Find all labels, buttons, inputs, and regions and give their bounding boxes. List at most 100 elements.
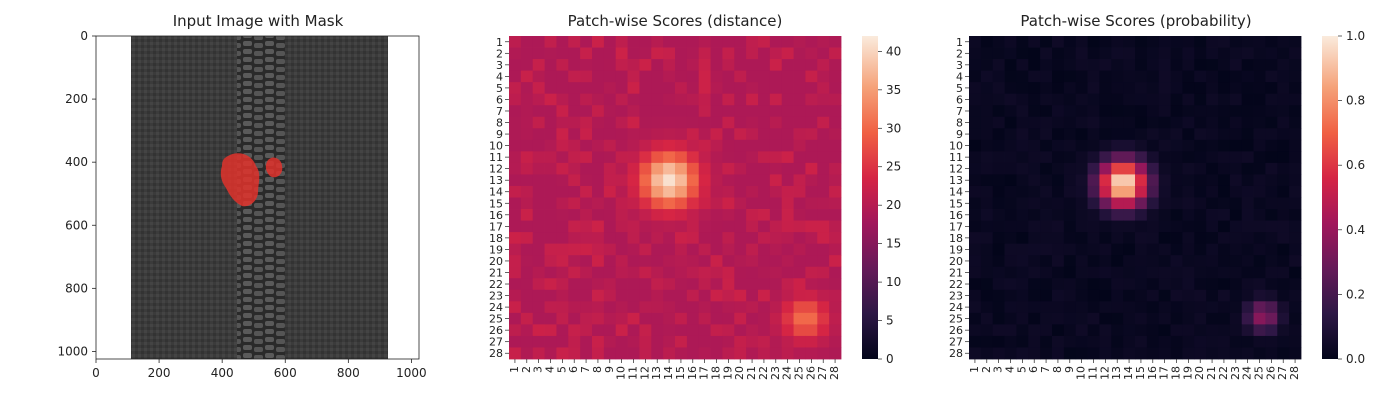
heatmap-cell bbox=[698, 289, 711, 302]
heatmap-cell bbox=[1135, 82, 1148, 95]
heatmap-cell bbox=[1182, 289, 1195, 302]
heatmap-cell bbox=[1052, 289, 1065, 302]
heatmap-cell bbox=[592, 232, 605, 245]
heatmap-cell bbox=[675, 70, 688, 83]
heatmap-cell bbox=[1004, 174, 1017, 187]
heatmap-cell bbox=[1052, 324, 1065, 337]
heatmap-cell bbox=[1123, 162, 1136, 175]
heatmap-cell bbox=[639, 93, 652, 106]
heatmap-cell bbox=[1028, 105, 1041, 118]
heatmap-cell bbox=[1241, 278, 1254, 291]
heatmap-cell bbox=[1218, 278, 1231, 291]
heatmap-cell bbox=[1111, 151, 1124, 164]
heatmap-cell bbox=[1016, 255, 1029, 268]
heatmap-cell bbox=[1289, 59, 1302, 72]
heatmap-cell bbox=[627, 36, 640, 48]
heatmap-cell bbox=[532, 105, 545, 118]
heatmap-cell bbox=[1206, 128, 1219, 141]
heatmap-cell bbox=[710, 93, 723, 106]
y-tick-label: 15 bbox=[489, 197, 503, 210]
x-tick-label: 27 bbox=[1276, 366, 1289, 380]
heatmap-cell bbox=[1016, 70, 1029, 83]
heatmap-cell bbox=[639, 185, 652, 198]
heatmap-cell bbox=[1075, 139, 1088, 152]
heatmap-cell bbox=[615, 220, 628, 233]
heatmap-cell bbox=[1040, 243, 1053, 256]
y-tick-label: 3 bbox=[496, 59, 503, 72]
heatmap-cell bbox=[1063, 116, 1077, 129]
heatmap-cell bbox=[1206, 185, 1219, 198]
heatmap-cell bbox=[675, 36, 688, 48]
heatmap-cell bbox=[1016, 289, 1029, 302]
heatmap-cell bbox=[758, 266, 771, 279]
heatmap-cell bbox=[1004, 36, 1017, 48]
heatmap-cell bbox=[1158, 70, 1171, 83]
heatmap-cell bbox=[710, 335, 723, 348]
heatmap-cell bbox=[980, 243, 994, 256]
heatmap-cell bbox=[1170, 59, 1183, 72]
heatmap-cell bbox=[1218, 301, 1231, 314]
heatmap-cell bbox=[615, 312, 628, 325]
input-image-x-axis: 0 200 400 600 800 1000 bbox=[92, 359, 427, 380]
heatmap-cell bbox=[580, 93, 593, 106]
heatmap-cell bbox=[969, 312, 982, 325]
heatmap-cell bbox=[603, 243, 617, 256]
heatmap-cell bbox=[675, 93, 688, 106]
heatmap-cell bbox=[734, 209, 747, 221]
heatmap-cell bbox=[520, 220, 534, 233]
heatmap-cell bbox=[639, 232, 652, 245]
colorbar-tick-label: 0.2 bbox=[1346, 287, 1365, 301]
heatmap-cell bbox=[568, 105, 581, 118]
heatmap-cell bbox=[1004, 243, 1017, 256]
heatmap-cell bbox=[544, 162, 557, 175]
heatmap-cell bbox=[663, 162, 676, 175]
heatmap-cell bbox=[592, 59, 605, 72]
heatmap-cell bbox=[746, 116, 759, 129]
heatmap-cell bbox=[1241, 59, 1254, 72]
heatmap-cell bbox=[1206, 139, 1219, 152]
heatmap-cell bbox=[1063, 36, 1077, 48]
heatmap-cell bbox=[1158, 59, 1171, 72]
heatmap-cell bbox=[1028, 185, 1041, 198]
heatmap-cell bbox=[734, 116, 747, 129]
heatmap-cell bbox=[829, 128, 842, 141]
heatmap-cell bbox=[568, 47, 581, 60]
heatmap-cell bbox=[1218, 70, 1231, 83]
heatmap-cell bbox=[651, 289, 664, 302]
heatmap-cell bbox=[1229, 174, 1243, 187]
heatmap-cell bbox=[969, 105, 982, 118]
heatmap-cell bbox=[980, 82, 994, 95]
heatmap-cell bbox=[1194, 36, 1207, 48]
heatmap-cell bbox=[1289, 105, 1302, 118]
heatmap-cell bbox=[544, 82, 557, 95]
heatmap-cell bbox=[1075, 232, 1088, 245]
heatmap-cell bbox=[639, 105, 652, 118]
heatmap-cell bbox=[722, 347, 735, 360]
heatmap-cell bbox=[1158, 174, 1171, 187]
heatmap-cell bbox=[580, 185, 593, 198]
heatmap-cell bbox=[1241, 185, 1254, 198]
heatmap-cell bbox=[1075, 36, 1088, 48]
heatmap-cell bbox=[1277, 312, 1290, 325]
heatmap-cell bbox=[592, 289, 605, 302]
heatmap-cell bbox=[1289, 197, 1302, 210]
heatmap-cell bbox=[1146, 59, 1160, 72]
heatmap-cell bbox=[1241, 301, 1254, 314]
heatmap-cell bbox=[1194, 278, 1207, 291]
heatmap-cell bbox=[992, 289, 1005, 302]
heatmap-cell bbox=[1289, 139, 1302, 152]
heatmap-cell bbox=[746, 185, 759, 198]
heatmap-cell bbox=[686, 151, 700, 164]
heatmap-cell bbox=[1075, 347, 1088, 360]
heatmap-cell bbox=[722, 324, 735, 337]
heatmap-cell bbox=[568, 289, 581, 302]
heatmap-cell bbox=[568, 324, 581, 337]
heatmap-cell bbox=[1075, 174, 1088, 187]
heatmap-cell bbox=[603, 289, 617, 302]
heatmap-cell bbox=[746, 174, 759, 187]
colorbar-ramp bbox=[862, 36, 878, 359]
heatmap-cell bbox=[1052, 93, 1065, 106]
heatmap-cell bbox=[568, 232, 581, 245]
heatmap-cell bbox=[615, 324, 628, 337]
heatmap-cell bbox=[1229, 289, 1243, 302]
